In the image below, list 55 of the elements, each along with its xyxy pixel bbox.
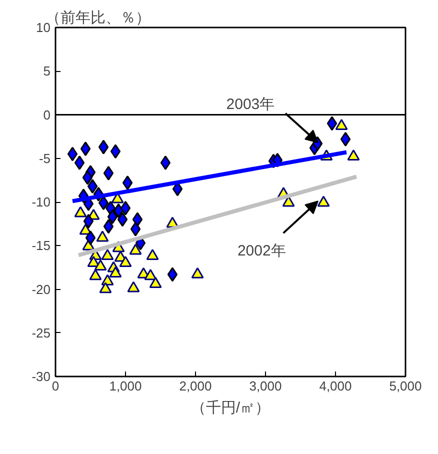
point <box>122 176 133 190</box>
point <box>101 248 114 260</box>
point <box>149 276 162 288</box>
point <box>85 230 96 246</box>
point <box>96 230 109 242</box>
x-tick-label: 5,000 <box>389 378 422 394</box>
y-tick-label: -15 <box>32 238 51 254</box>
point <box>99 282 112 294</box>
point <box>340 132 351 146</box>
point <box>129 244 142 255</box>
x-tick-label: 2,000 <box>179 378 212 394</box>
y-tick-label: 0 <box>43 107 51 122</box>
point <box>94 259 107 270</box>
y-tick-label: -20 <box>32 282 51 297</box>
annotation: 2002年 <box>237 242 286 260</box>
point <box>82 170 93 185</box>
point <box>74 155 85 170</box>
point <box>120 200 131 216</box>
annotation: 2003年 <box>226 96 275 113</box>
point <box>317 196 330 207</box>
point <box>87 179 98 194</box>
point <box>117 212 128 227</box>
point <box>74 206 87 218</box>
point <box>191 267 204 278</box>
point <box>326 116 338 131</box>
x-axis-title: （千円/㎡） <box>190 400 270 416</box>
point <box>107 210 118 224</box>
point <box>110 144 121 159</box>
point <box>89 269 102 280</box>
y-tick-label: -30 <box>32 369 51 384</box>
y-tick-label: 5 <box>43 64 51 79</box>
point <box>98 140 109 154</box>
point <box>130 222 141 236</box>
y-tick-label: -25 <box>32 325 51 340</box>
point <box>132 212 143 227</box>
point <box>83 214 94 228</box>
point <box>160 155 171 170</box>
y-tick-label: -5 <box>38 150 51 166</box>
point <box>146 248 159 260</box>
point <box>98 196 109 210</box>
point <box>109 266 122 278</box>
point <box>67 146 78 162</box>
point <box>119 256 132 267</box>
point <box>101 274 114 286</box>
x-tick-label: 3,000 <box>249 378 282 394</box>
point <box>103 166 114 180</box>
point <box>127 281 140 292</box>
x-tick-label: 4,000 <box>319 378 352 394</box>
y-tick-label: 10 <box>36 20 51 35</box>
y-tick-label: -10 <box>32 194 51 210</box>
point <box>347 150 360 161</box>
point <box>103 219 114 234</box>
x-tick-label: 1,000 <box>109 378 142 394</box>
point <box>80 142 91 156</box>
point <box>144 269 157 280</box>
